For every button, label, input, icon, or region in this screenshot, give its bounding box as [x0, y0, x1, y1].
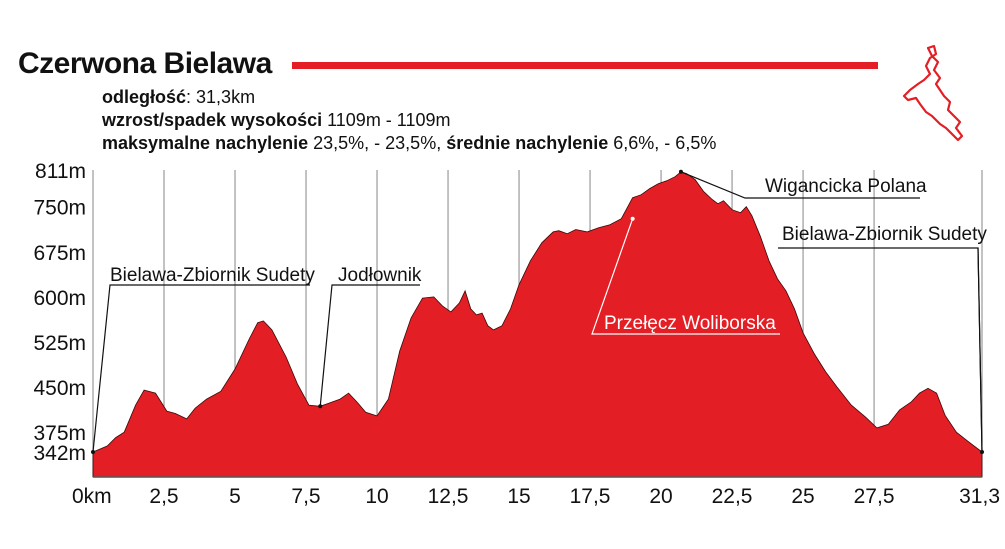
x-tick-label: 20 [649, 485, 672, 508]
annotation-leader [680, 171, 920, 199]
stat-elevation-label: wzrost/spadek wysokości [102, 110, 323, 130]
stat-slope: maksymalne nachylenie 23,5%, - 23,5%, śr… [102, 132, 716, 154]
annotation-label: Przełęcz Woliborska [604, 313, 776, 334]
x-tick-label: 5 [229, 485, 241, 508]
x-tick-label: 15 [507, 485, 530, 508]
stat-avg-slope-value: 6,6%, - 6,5% [608, 133, 717, 153]
y-tick-label: 525m [33, 332, 86, 355]
route-map-icon [902, 44, 964, 142]
annotation-leader [778, 247, 983, 453]
x-tick-label: 10 [365, 485, 388, 508]
annotation-label: Wigancicka Polana [765, 176, 927, 197]
title-accent-bar [292, 62, 878, 69]
stat-elevation-value: 1109m - 1109m [327, 110, 451, 130]
x-tick-label: 25 [791, 485, 814, 508]
x-tick-label: 31,3 [959, 485, 1000, 508]
annotation-point [980, 450, 984, 454]
stat-elevation: wzrost/spadek wysokości 1109m - 1109m [102, 109, 451, 131]
x-axis: 0km 2,5 5 7,5 10 12,5 15 17,5 20 22,5 25 27,5 31,3 [72, 485, 1000, 508]
annotation-leader [591, 218, 780, 335]
annotation-label: Bielawa-Zbiornik Sudety [110, 265, 315, 286]
x-tick-label: 0km [72, 485, 112, 508]
stat-distance: odległość: 31,3km [102, 86, 255, 108]
x-tick-label: 7,5 [291, 485, 320, 508]
annotation-point [630, 216, 635, 221]
y-tick-label: 375m [33, 422, 86, 445]
stat-distance-label: odległość [102, 87, 187, 107]
annotation-label: Jodłownik [338, 265, 422, 286]
y-tick-label: 600m [33, 287, 86, 310]
stat-distance-value: 31,3km [196, 87, 256, 107]
stat-max-slope-label: maksymalne nachylenie [102, 133, 309, 153]
y-tick-label: 450m [33, 377, 86, 400]
annotation-point [318, 404, 323, 409]
x-tick-label: 12,5 [428, 485, 469, 508]
x-tick-label: 27,5 [854, 485, 895, 508]
y-tick-label: 675m [33, 242, 86, 265]
stat-max-slope-value: 23,5%, - 23,5%, [308, 133, 447, 153]
x-tick-label: 2,5 [149, 485, 178, 508]
y-tick-label: 342m [33, 442, 86, 465]
x-tick-label: 22,5 [712, 485, 753, 508]
y-tick-label: 811m [35, 160, 86, 183]
stat-distance-sep: : [186, 87, 197, 107]
annotation-leader [319, 284, 420, 407]
annotation-point [678, 169, 683, 174]
route-title: Czerwona Bielawa [18, 47, 272, 80]
y-tick-label: 750m [33, 197, 86, 220]
stat-avg-slope-label: średnie nachylenie [446, 133, 609, 153]
annotation-point [91, 450, 95, 454]
annotation-label: Bielawa-Zbiornik Sudety [782, 224, 987, 245]
elevation-area [92, 171, 983, 478]
annotation-leader [92, 284, 310, 453]
annotations: Bielawa-Zbiornik Sudety Jodłownik Przełęcz… [91, 169, 987, 454]
x-tick-label: 17,5 [570, 485, 611, 508]
